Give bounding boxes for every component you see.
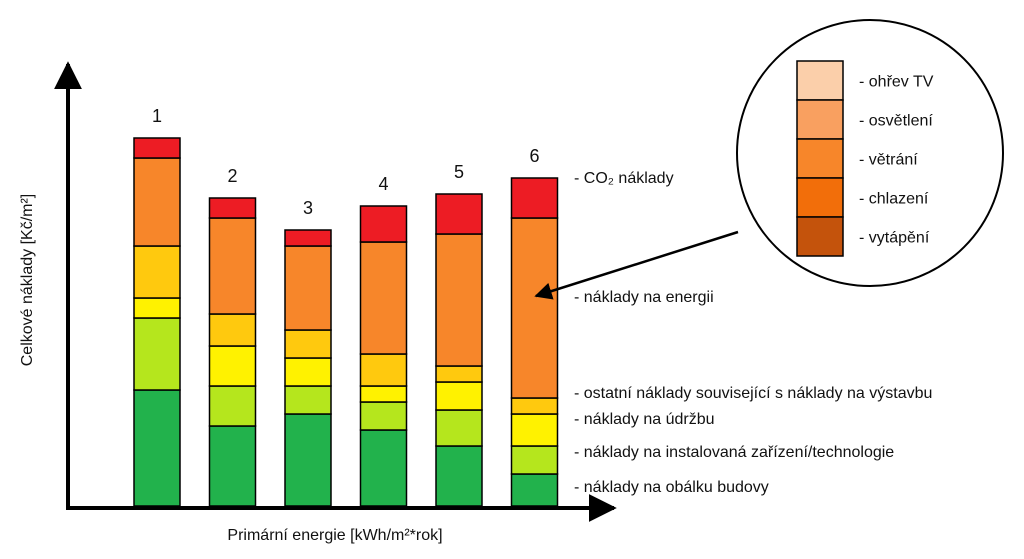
breakdown-label-3: - větrání xyxy=(859,152,918,169)
bar-3-segment-2 xyxy=(284,385,332,415)
bar-2-segment-6 xyxy=(208,197,257,219)
bar-5-segment-3 xyxy=(435,381,483,411)
bar-5-segment-1 xyxy=(435,445,483,507)
y-axis-label: Celkové náklady [Kč/m²] xyxy=(19,194,36,367)
bars-group xyxy=(133,137,559,507)
category-label-4: 4 xyxy=(378,174,388,194)
legend-entry-1: - CO₂ náklady xyxy=(574,170,674,187)
category-label-6: 6 xyxy=(529,146,539,166)
legend-entry-6: - náklady na obálku budovy xyxy=(574,479,769,496)
bar-1-segment-6 xyxy=(133,137,181,159)
breakdown-label-1: - ohřev TV xyxy=(859,74,934,91)
bar-6-segment-4 xyxy=(510,397,559,415)
breakdown-swatch-4 xyxy=(796,177,844,218)
bar-1-segment-3 xyxy=(133,297,181,319)
bar-3-segment-6 xyxy=(284,229,332,247)
legend-entry-4: - náklady na údržbu xyxy=(574,411,715,428)
bar-2-segment-5 xyxy=(208,217,257,315)
breakdown-label-5: - vytápění xyxy=(859,230,930,247)
bar-4-segment-4 xyxy=(359,353,408,387)
breakdown-swatch-5 xyxy=(796,216,844,257)
bar-5-segment-6 xyxy=(435,193,483,235)
category-labels: 1 2 3 4 5 6 xyxy=(152,106,540,218)
breakdown-label-2: - osvětlení xyxy=(859,113,933,130)
bar-2-segment-3 xyxy=(208,345,257,387)
bar-1-segment-5 xyxy=(133,157,181,247)
bar-4-segment-5 xyxy=(359,241,408,355)
bar-4-segment-2 xyxy=(359,401,408,431)
category-label-5: 5 xyxy=(454,162,464,182)
bar-3-segment-4 xyxy=(284,329,332,359)
bar-4-segment-1 xyxy=(359,429,408,507)
bar-5-segment-5 xyxy=(435,233,483,367)
breakdown-label-4: - chlazení xyxy=(859,191,929,208)
bar-6-segment-1 xyxy=(510,473,559,507)
x-axis-label: Primární energie [kWh/m²*rok] xyxy=(227,527,442,544)
bar-6-segment-2 xyxy=(510,445,559,475)
bar-3-segment-1 xyxy=(284,413,332,507)
bar-6-segment-6 xyxy=(510,177,559,219)
bar-3-segment-3 xyxy=(284,357,332,387)
legend-entry-2: - náklady na energii xyxy=(574,289,714,306)
bar-4-segment-3 xyxy=(359,385,408,403)
bar-5-segment-2 xyxy=(435,409,483,447)
bar-1-segment-1 xyxy=(133,389,181,507)
bar-2-segment-2 xyxy=(208,385,257,427)
breakdown-swatch-1 xyxy=(796,60,844,101)
callout-arrow xyxy=(534,230,739,300)
legend-entry-3: - ostatní náklady související s náklady … xyxy=(574,385,932,402)
legend: - CO₂ náklady - náklady na energii - ostat… xyxy=(574,170,932,496)
breakdown-swatch-2 xyxy=(796,99,844,140)
bar-1-segment-4 xyxy=(133,245,181,299)
category-label-2: 2 xyxy=(227,166,237,186)
breakdown-swatch-3 xyxy=(796,138,844,179)
bar-5-segment-4 xyxy=(435,365,483,383)
bar-6-segment-5 xyxy=(510,217,559,399)
bar-4-segment-6 xyxy=(359,205,408,243)
category-label-3: 3 xyxy=(303,198,313,218)
legend-entry-5: - náklady na instalovaná zařízení/techno… xyxy=(574,444,894,461)
category-label-1: 1 xyxy=(152,106,162,126)
bar-1-segment-2 xyxy=(133,317,181,391)
bar-2-segment-4 xyxy=(208,313,257,347)
bar-2-segment-1 xyxy=(208,425,257,507)
bar-6-segment-3 xyxy=(510,413,559,447)
energy-breakdown-legend: - ohřev TV - osvětlení - větrání - chlazení… xyxy=(796,60,934,257)
bar-3-segment-5 xyxy=(284,245,332,331)
